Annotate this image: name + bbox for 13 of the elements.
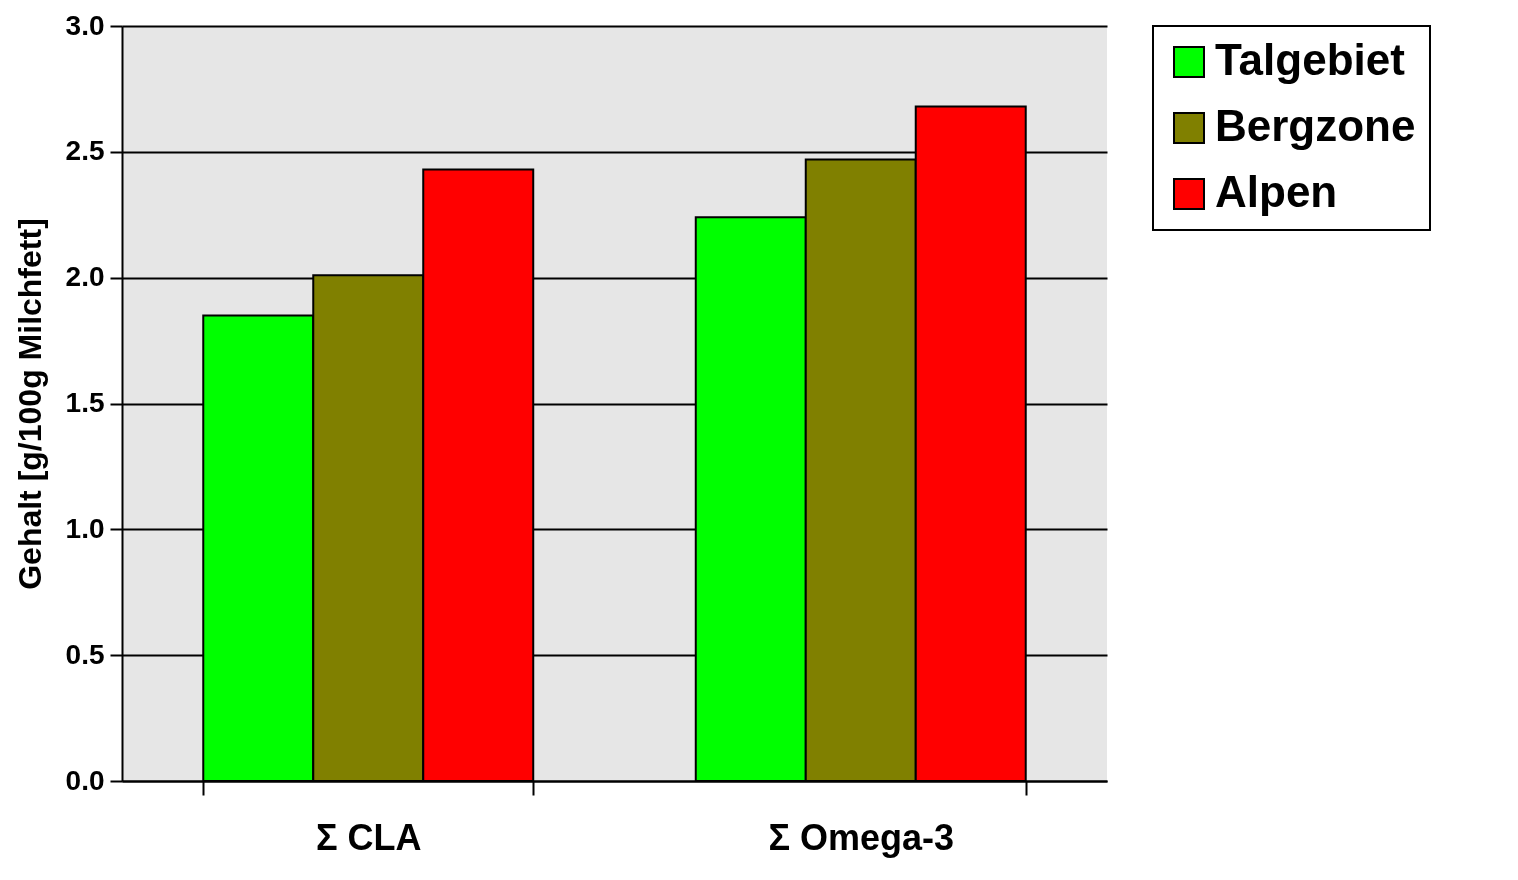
y-tick-label: 0.0	[65, 764, 105, 796]
y-tick-label: 1.0	[65, 512, 105, 544]
y-axis-title: Gehalt [g/100g Milchfett]	[11, 218, 48, 590]
y-tick-label: 1.5	[65, 387, 105, 418]
y-tick-label: 3.0	[65, 9, 105, 41]
legend-label: Alpen	[1215, 167, 1338, 216]
x-tick-label: Σ CLA	[315, 816, 422, 858]
y-tick-label: 0.5	[65, 638, 105, 670]
y-tick-label: 2.0	[65, 261, 105, 293]
legend-label: Bergzone	[1215, 101, 1416, 150]
x-tick-label: Σ Omega-3	[768, 816, 955, 858]
legend-label: Talgebiet	[1215, 35, 1406, 84]
y-tick-label: 2.5	[65, 135, 105, 167]
